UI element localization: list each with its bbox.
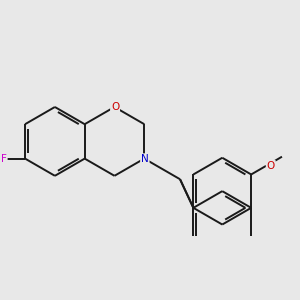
Text: O: O	[111, 102, 119, 112]
Text: O: O	[267, 161, 275, 171]
Text: F: F	[1, 154, 7, 164]
Text: N: N	[141, 154, 149, 164]
